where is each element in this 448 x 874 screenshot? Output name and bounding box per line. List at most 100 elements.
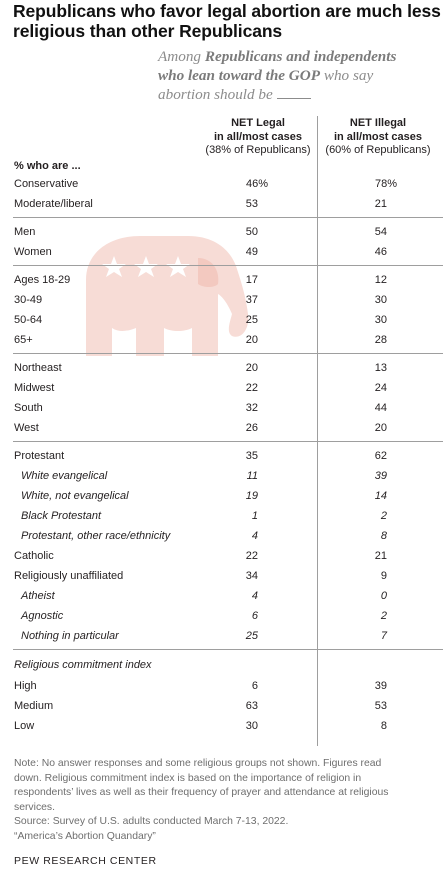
table-row: 30-49 37 30 <box>0 291 448 311</box>
legal-value: 17 <box>245 274 258 286</box>
row-label: Women <box>14 246 52 258</box>
legal-value: 19 <box>245 490 258 502</box>
subtitle-bold-1: Republicans and independents <box>204 48 397 65</box>
legal-value: 32 <box>245 402 258 414</box>
illegal-value: 21 <box>374 198 387 210</box>
legal-value: 22 <box>245 382 258 394</box>
legal-value: 37 <box>245 294 258 306</box>
illegal-value: 0 <box>380 590 387 602</box>
star-2 <box>134 256 158 277</box>
illegal-value: 30 <box>374 314 387 326</box>
illegal-value: 2 <box>380 510 387 522</box>
illegal-value: 7 <box>380 630 387 642</box>
table-row: Men 50 54 <box>0 223 448 243</box>
row-label: 65+ <box>14 334 33 346</box>
table-row: Agnostic 6 2 <box>0 607 448 627</box>
illegal-value: 20 <box>374 422 387 434</box>
row-label: White evangelical <box>21 470 108 482</box>
row-label: Low <box>14 720 35 732</box>
row-label: White, not evangelical <box>21 490 129 502</box>
row-label: Catholic <box>14 550 54 562</box>
table-row: Conservative 46% 78% <box>0 175 448 195</box>
table-row: Black Protestant 1 2 <box>0 507 448 527</box>
row-label: Medium <box>14 700 54 712</box>
row-label: Northeast <box>14 362 62 374</box>
note-line: respondents’ lives as well as their freq… <box>14 787 389 798</box>
row-label: South <box>14 402 43 414</box>
title-line-1: Republicans who favor legal abortion are… <box>13 1 441 21</box>
table-row: Atheist 4 0 <box>0 587 448 607</box>
table-row: High 6 39 <box>0 677 448 697</box>
legal-value: 26 <box>245 422 258 434</box>
table-row: 50-64 25 30 <box>0 311 448 331</box>
note-line: Source: Survey of U.S. adults conducted … <box>14 816 289 827</box>
star-3 <box>166 256 190 277</box>
row-label: Protestant, other race/ethnicity <box>21 530 171 542</box>
legal-value: 46% <box>245 178 268 190</box>
illegal-value: 30 <box>374 294 387 306</box>
group-separator <box>13 441 443 442</box>
legal-value: 4 <box>251 590 258 602</box>
illegal-value: 14 <box>374 490 387 502</box>
table-row: Religiously unaffiliated 34 9 <box>0 567 448 587</box>
row-label: 30-49 <box>14 294 43 306</box>
row-label: Men <box>14 226 36 238</box>
row-label: West <box>14 422 39 434</box>
row-label: Religiously unaffiliated <box>14 570 124 582</box>
row-label: Protestant <box>14 450 65 462</box>
illegal-value: 21 <box>374 550 387 562</box>
illegal-value: 28 <box>374 334 387 346</box>
row-label: Midwest <box>14 382 55 394</box>
legal-value: 53 <box>245 198 258 210</box>
source-note: Note: No answer responses and some relig… <box>14 757 434 844</box>
illegal-value: 44 <box>374 402 387 414</box>
note-line: services. <box>14 801 55 813</box>
table-row: Protestant 35 62 <box>0 447 448 467</box>
illegal-value: 62 <box>374 450 387 462</box>
illegal-value: 39 <box>374 470 387 482</box>
row-label: 50-64 <box>14 314 43 326</box>
note-line: Note: No answer responses and some relig… <box>14 758 382 769</box>
illegal-value: 24 <box>374 382 387 394</box>
table-row: Nothing in particular 25 7 <box>0 627 448 647</box>
row-label: Moderate/liberal <box>14 198 93 210</box>
illegal-value: 46 <box>374 246 387 258</box>
subtitle-part-1: Among <box>158 48 205 65</box>
table-row: Women 49 46 <box>0 243 448 263</box>
legal-value: 34 <box>245 570 258 582</box>
legal-value: 25 <box>245 314 258 326</box>
group-separator <box>13 353 443 354</box>
row-label: Ages 18-29 <box>14 274 71 286</box>
group-separator <box>13 649 443 650</box>
column-header-legal-line2: in all/most cases <box>213 130 303 143</box>
table-row: 65+ 20 28 <box>0 331 448 351</box>
illegal-value: 54 <box>374 226 387 238</box>
row-label: Black Protestant <box>21 510 102 522</box>
row-label: Conservative <box>14 178 79 190</box>
legal-value: 6 <box>251 610 258 622</box>
legal-value: 50 <box>245 226 258 238</box>
table-row: West 26 20 <box>0 419 448 439</box>
pew-research-center-logo: PEW RESEARCH CENTER <box>14 855 157 867</box>
legal-value: 6 <box>251 680 258 692</box>
chart-subtitle: Among Republicans and independents who l… <box>158 47 443 104</box>
note-line: down. Religious commitment index is base… <box>14 772 362 784</box>
legal-value: 20 <box>245 362 258 374</box>
subtitle-part-3: abortion should be <box>158 86 277 103</box>
table-row: South 32 44 <box>0 399 448 419</box>
illegal-value: 8 <box>380 720 387 732</box>
row-label: High <box>14 680 37 692</box>
table-row: White, not evangelical 19 14 <box>0 487 448 507</box>
unit-header: % who are ... <box>14 160 81 172</box>
subtitle-part-2: who say <box>320 67 374 84</box>
table-row: Midwest 22 24 <box>0 379 448 399</box>
illegal-value: 8 <box>380 530 387 542</box>
legal-value: 49 <box>245 246 258 258</box>
table-row: Moderate/liberal 53 21 <box>0 195 448 215</box>
note-line: “America’s Abortion Quandary” <box>14 830 156 842</box>
column-header-illegal-line2: in all/most cases <box>333 130 423 143</box>
column-header-illegal: NET Illegal in all/most cases (60% of Re… <box>308 117 448 158</box>
column-header-legal-line3: (38% of Republicans) <box>205 144 311 156</box>
legal-value: 4 <box>251 530 258 542</box>
legal-value: 1 <box>251 510 258 522</box>
